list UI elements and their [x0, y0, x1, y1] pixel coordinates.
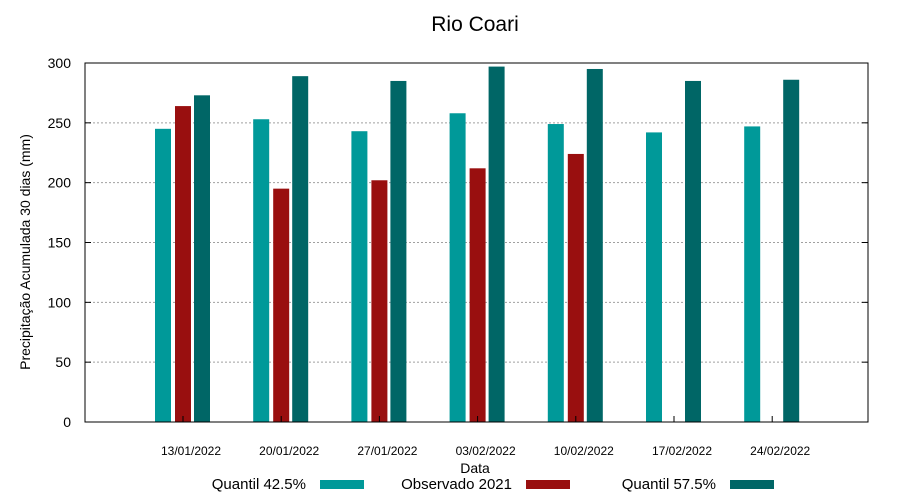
- x-axis-label: Data: [460, 460, 490, 476]
- bar: [175, 106, 191, 422]
- grid-lines: [85, 122, 868, 363]
- bar: [744, 126, 761, 422]
- y-ticks: 0 50 100 150 200 250 300: [48, 55, 868, 430]
- x-ticks: 13/01/2022 20/01/2022 27/01/2022 03/02/2022…: [161, 416, 811, 458]
- legend-label: Quantil 57.5%: [622, 476, 716, 493]
- bar: [253, 119, 270, 422]
- bar: [155, 128, 171, 423]
- bar: [488, 66, 505, 422]
- legend-swatch: [526, 480, 570, 489]
- bar: [390, 80, 407, 422]
- bar: [469, 168, 486, 422]
- x-tick-label: 20/01/2022: [259, 444, 319, 458]
- y-tick-label: 250: [48, 115, 72, 131]
- x-tick-label: 03/02/2022: [456, 444, 516, 458]
- legend-label: Observado 2021: [401, 476, 512, 493]
- y-tick-label: 150: [48, 235, 72, 251]
- bar: [194, 95, 210, 422]
- bar: [586, 68, 603, 422]
- bars: [155, 66, 800, 423]
- legend-swatch: [730, 480, 774, 489]
- chart-title: Rio Coari: [431, 13, 519, 36]
- legend-label: Quantil 42.5%: [212, 476, 306, 493]
- y-tick-label: 100: [48, 294, 72, 310]
- bar: [351, 131, 368, 422]
- x-tick-label: 17/02/2022: [652, 444, 712, 458]
- bar: [449, 113, 466, 422]
- x-tick-label: 13/01/2022: [161, 444, 221, 458]
- x-tick-label: 24/02/2022: [750, 444, 810, 458]
- legend: Quantil 42.5% Observado 2021 Quantil 57.5%: [212, 476, 774, 493]
- legend-swatch: [320, 480, 364, 489]
- y-tick-label: 300: [48, 55, 72, 71]
- y-tick-label: 200: [48, 175, 72, 191]
- bar: [273, 188, 290, 422]
- bar: [292, 76, 309, 422]
- bar: [783, 79, 800, 423]
- bar: [685, 80, 701, 422]
- bar: [547, 124, 564, 422]
- x-tick-label: 27/01/2022: [357, 444, 417, 458]
- bar: [371, 180, 388, 422]
- bar: [567, 153, 584, 423]
- bar: [646, 132, 662, 422]
- y-tick-label: 0: [63, 414, 71, 430]
- y-tick-label: 50: [55, 354, 71, 370]
- y-axis-label: Precipitação Acumulada 30 dias (mm): [17, 134, 33, 370]
- x-tick-label: 10/02/2022: [554, 444, 614, 458]
